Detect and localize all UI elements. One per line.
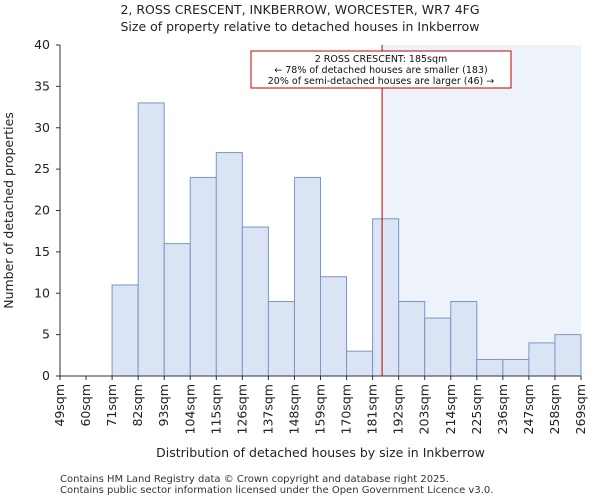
- bar-104sqm: [189, 176, 217, 377]
- bar-126sqm: [241, 226, 269, 377]
- y-axis-label: Number of detached properties: [1, 112, 16, 309]
- y-tick-label: 25: [34, 161, 50, 176]
- footer-line-2: Contains public sector information licen…: [60, 485, 494, 496]
- x-tick-label: 148sqm: [286, 384, 301, 434]
- x-tick-label: 60sqm: [78, 384, 93, 427]
- y-tick-label: 30: [34, 120, 50, 135]
- bar-225sqm: [476, 358, 504, 377]
- x-tick-label: 126sqm: [234, 384, 249, 434]
- x-tick-label: 137sqm: [260, 384, 275, 434]
- bar-82sqm: [137, 102, 165, 377]
- bar-214sqm: [450, 301, 478, 377]
- chart-subtitle: Size of property relative to detached ho…: [120, 19, 480, 34]
- annotation-box: [250, 50, 512, 89]
- x-tick-label: 247sqm: [521, 384, 536, 434]
- x-tick-label: 258sqm: [547, 384, 562, 434]
- bar-137sqm: [267, 301, 295, 377]
- x-tick-label: 225sqm: [469, 384, 484, 434]
- bar-181sqm: [372, 218, 400, 377]
- bar-115sqm: [215, 152, 243, 377]
- y-tick-label: 5: [42, 327, 50, 342]
- bar-148sqm: [293, 176, 322, 377]
- x-tick-label: 203sqm: [417, 384, 432, 434]
- x-tick-label: 269sqm: [573, 384, 588, 434]
- bar-203sqm: [424, 317, 452, 377]
- y-tick-label: 35: [34, 78, 50, 93]
- x-tick-label: 170sqm: [339, 384, 354, 434]
- y-tick-label: 40: [34, 37, 50, 52]
- bar-236sqm: [502, 358, 530, 377]
- chart-title: 2, ROSS CRESCENT, INKBERROW, WORCESTER, …: [120, 2, 480, 17]
- annotation-line-2: ← 78% of detached houses are smaller (18…: [274, 65, 487, 76]
- bar-247sqm: [528, 342, 556, 377]
- x-axis-label: Distribution of detached houses by size …: [156, 445, 485, 460]
- x-tick-label: 192sqm: [391, 384, 406, 434]
- x-tick-label: 214sqm: [443, 384, 458, 434]
- y-tick-label: 10: [34, 285, 50, 300]
- bar-159sqm: [320, 276, 348, 377]
- x-tick-label: 115sqm: [208, 384, 223, 434]
- x-tick-label: 71sqm: [104, 384, 119, 427]
- bar-192sqm: [398, 301, 426, 377]
- bar-71sqm: [111, 284, 139, 377]
- y-tick-label: 0: [42, 368, 50, 383]
- y-tick-label: 20: [34, 203, 50, 218]
- x-tick-label: 104sqm: [182, 384, 197, 434]
- x-tick-label: 49sqm: [52, 384, 67, 427]
- annotation-line-1: 2 ROSS CRESCENT: 185sqm: [315, 54, 448, 65]
- y-tick-label: 15: [34, 244, 50, 259]
- x-tick-label: 82sqm: [130, 384, 145, 427]
- x-tick-label: 181sqm: [365, 384, 380, 434]
- x-tick-label: 236sqm: [495, 384, 510, 434]
- x-tick-label: 93sqm: [156, 384, 171, 427]
- bar-93sqm: [163, 243, 191, 377]
- x-tick-label: 159sqm: [313, 384, 328, 434]
- bar-170sqm: [346, 350, 374, 377]
- footer-line-1: Contains HM Land Registry data © Crown c…: [60, 474, 449, 485]
- annotation-line-3: 20% of semi-detached houses are larger (…: [268, 76, 495, 87]
- bar-258sqm: [554, 334, 582, 377]
